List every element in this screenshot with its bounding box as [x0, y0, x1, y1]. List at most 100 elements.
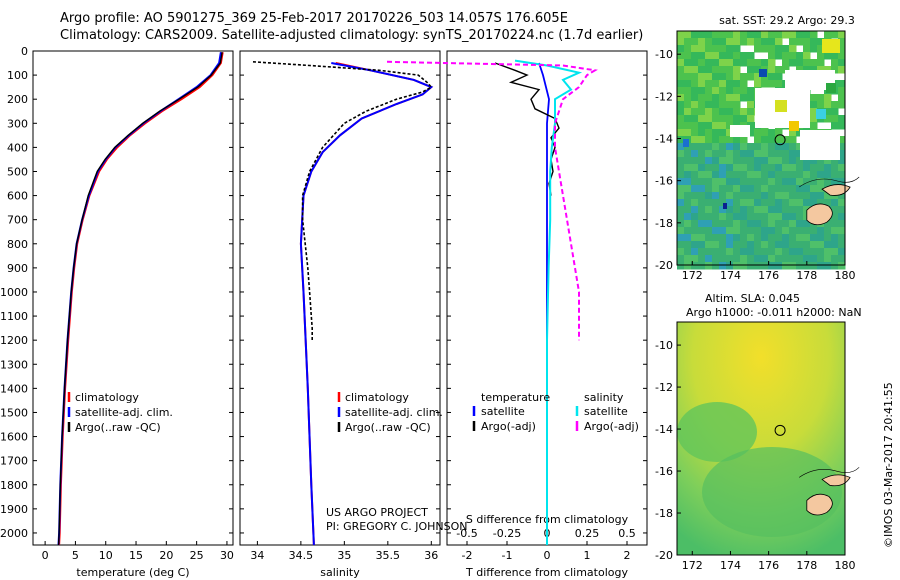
sst-cell — [719, 241, 727, 249]
sst-cell — [824, 52, 832, 60]
sst-cell — [789, 199, 797, 207]
sst-cell — [705, 199, 713, 207]
sst-cell — [740, 255, 748, 263]
sst-cell — [838, 31, 846, 39]
sst-cell — [761, 220, 769, 228]
sst-cell — [747, 164, 755, 172]
sst-cell — [838, 241, 846, 249]
sst-cell — [698, 59, 706, 67]
sst-cell — [754, 171, 762, 179]
sst-cell — [803, 255, 811, 263]
sst-cell — [677, 115, 685, 123]
sst-cell — [831, 248, 839, 256]
sst-patch — [775, 100, 787, 112]
sst-cell — [698, 115, 706, 123]
sst-cell — [817, 38, 825, 46]
sst-cell — [761, 262, 769, 270]
sst-cell — [803, 178, 811, 186]
sst-cell — [782, 59, 790, 67]
sst-cell — [754, 178, 762, 186]
sst-cell — [712, 220, 720, 228]
sst-cell — [754, 192, 762, 200]
sst-cell — [782, 255, 790, 263]
sst-cell — [691, 66, 699, 74]
sst-cell — [691, 241, 699, 249]
sst-cell — [838, 150, 846, 158]
depth-tick-label: 100 — [7, 69, 28, 82]
sst-cell — [810, 66, 818, 74]
sst-cell — [733, 94, 741, 102]
sst-cell — [705, 101, 713, 109]
sst-cell — [831, 220, 839, 228]
depth-tick-label: 200 — [7, 93, 28, 106]
lat-tick-label: -16 — [655, 465, 673, 478]
depth-tick-label: 1600 — [0, 431, 28, 444]
sst-cell — [747, 108, 755, 116]
lon-tick-label: 174 — [720, 559, 741, 572]
sst-cell — [740, 234, 748, 242]
sst-cell — [838, 101, 846, 109]
sst-cell — [733, 241, 741, 249]
sst-cell — [775, 262, 783, 270]
sst-cell — [768, 129, 776, 137]
sst-cell — [733, 143, 741, 151]
sst-cell — [726, 38, 734, 46]
sst-cell — [691, 178, 699, 186]
sst-cell — [810, 227, 818, 235]
sst-cell — [747, 192, 755, 200]
sst-cell — [810, 101, 818, 109]
sst-cell — [740, 262, 748, 270]
sst-cell — [691, 213, 699, 221]
sst-cell — [705, 164, 713, 172]
sst-cell — [719, 52, 727, 60]
sst-cell — [684, 150, 692, 158]
sal-tick-label: 35 — [337, 549, 351, 562]
sst-cell — [698, 80, 706, 88]
sst-cell — [761, 234, 769, 242]
sst-cell — [831, 171, 839, 179]
sst-cell — [775, 178, 783, 186]
sst-cell — [824, 262, 832, 270]
sst-cell — [789, 164, 797, 172]
sst-cell — [726, 143, 734, 151]
sst-cell — [705, 178, 713, 186]
sst-cell — [677, 94, 685, 102]
sst-cell — [796, 192, 804, 200]
temp-tick-label: 30 — [220, 549, 234, 562]
sst-cell — [824, 178, 832, 186]
sst-cell — [705, 220, 713, 228]
sst-cell — [824, 171, 832, 179]
sst-cell — [768, 262, 776, 270]
temp-tick-label: 15 — [129, 549, 143, 562]
sst-cell — [775, 66, 783, 74]
sst-cell — [824, 227, 832, 235]
sst-cell — [775, 192, 783, 200]
sst-cell — [761, 31, 769, 39]
sst-cell — [705, 80, 713, 88]
sst-cell — [733, 255, 741, 263]
sst-cell — [747, 129, 755, 137]
sst-cell — [747, 220, 755, 228]
sst-cell — [796, 157, 804, 165]
sst-cell — [705, 108, 713, 116]
sst-cell — [691, 80, 699, 88]
sst-cell — [824, 108, 832, 116]
sst-cell — [677, 66, 685, 74]
sst-cell — [796, 31, 804, 39]
sst-cell — [817, 157, 825, 165]
sst-cell — [747, 38, 755, 46]
sst-cell — [775, 150, 783, 158]
sst-cell — [733, 38, 741, 46]
sst-cell — [691, 164, 699, 172]
sst-cell — [796, 213, 804, 221]
sst-cell — [747, 227, 755, 235]
sst-cell — [698, 122, 706, 130]
sst-cell — [712, 178, 720, 186]
sst-cell — [803, 185, 811, 193]
sst-cell — [740, 108, 748, 116]
sst-cell — [740, 143, 748, 151]
sst-cell — [677, 185, 685, 193]
sst-cell — [719, 101, 727, 109]
depth-tick-label: 1400 — [0, 382, 28, 395]
depth-tick-label: 800 — [7, 238, 28, 251]
